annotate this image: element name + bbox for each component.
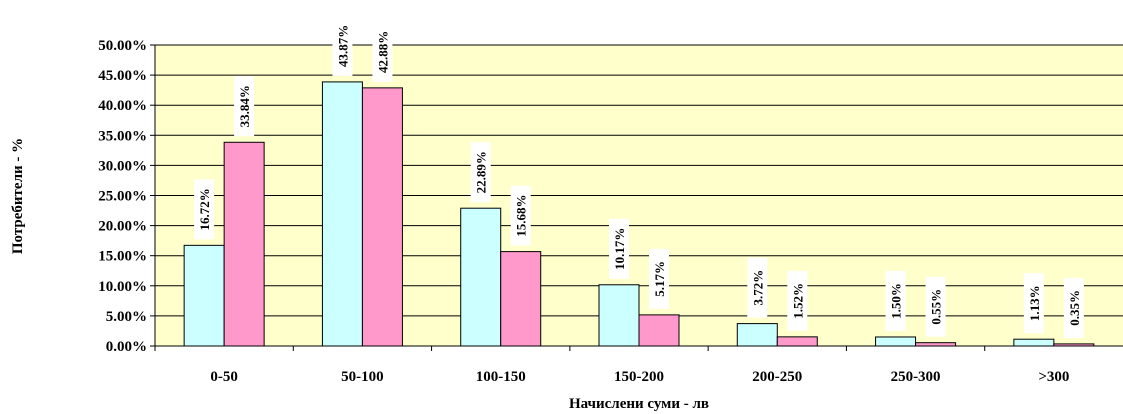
y-tick-label: 15.00% [98, 249, 147, 265]
bars [183, 81, 1095, 347]
data-label: 16.72% [194, 179, 215, 240]
y-tick-label: 45.00% [98, 68, 147, 84]
data-label-background [510, 185, 531, 246]
y-tick-label: 50.00% [98, 38, 147, 54]
data-label-background [925, 276, 946, 337]
data-label: 5.17% [649, 248, 669, 309]
data-label-background [372, 21, 393, 82]
data-label: 15.68% [510, 185, 531, 246]
bar [776, 336, 818, 347]
y-tick-label: 35.00% [98, 128, 147, 144]
x-category-label: 100-150 [476, 369, 526, 385]
bar [361, 87, 403, 347]
data-labels: 16.72% 33.84% 43.87% 42.88% 22.89% 15.68% 10.1… [194, 15, 1084, 338]
data-label: 1.50% [885, 270, 906, 331]
data-label-text: 22.89% [474, 151, 489, 193]
data-label-text: 3.72% [750, 270, 765, 306]
bar [736, 323, 778, 347]
data-label: 42.88% [372, 21, 393, 82]
x-axis-categories: 0-50 50-100 100-150 150-200 200-250 250-300 >3… [154, 346, 1069, 385]
y-axis-ticks: 0.00% 5.00% 10.00% 15.00% 20.00% 25.00% 30.00%… [98, 38, 155, 355]
data-label: 1.13% [1023, 273, 1044, 334]
data-label-text: 1.52% [790, 283, 805, 319]
data-label-text: 33.84% [237, 85, 252, 127]
y-tick-label: 0.00% [106, 339, 147, 355]
data-label-text: 0.35% [1067, 290, 1082, 326]
data-label: 0.55% [925, 276, 946, 337]
y-axis-title: Потребители - % [10, 138, 26, 254]
data-label-background [470, 142, 491, 203]
y-tick-label: 10.00% [98, 279, 147, 295]
data-label: 10.17% [609, 218, 629, 279]
data-label-text: 0.55% [929, 289, 944, 325]
bar [875, 336, 917, 347]
data-label: 1.52% [787, 270, 808, 331]
data-label: 22.89% [470, 142, 491, 203]
bar [183, 244, 225, 347]
data-label-text: 43.87% [335, 25, 350, 67]
bar [321, 81, 363, 347]
x-category-label: 150-200 [614, 369, 664, 385]
x-category-label: 50-100 [341, 369, 384, 385]
y-tick-label: 25.00% [98, 189, 147, 205]
bar [1013, 338, 1055, 347]
data-label: 3.72% [747, 257, 768, 318]
x-category-label: 0-50 [210, 369, 238, 385]
data-label-text: 10.17% [612, 228, 627, 270]
data-label: 43.87% [332, 15, 353, 76]
y-tick-label: 20.00% [98, 219, 147, 235]
data-label-background [1063, 277, 1084, 338]
data-label-text: 1.13% [1027, 285, 1042, 321]
data-label-background [234, 76, 255, 137]
data-label-background [649, 248, 669, 309]
data-label-background [787, 270, 808, 331]
data-label-background [609, 218, 629, 279]
bar [500, 251, 542, 347]
data-label-background [747, 257, 768, 318]
y-tick-label: 30.00% [98, 158, 147, 174]
data-label: 0.35% [1063, 277, 1084, 338]
data-label-text: 16.72% [197, 188, 212, 230]
bar [638, 314, 680, 347]
data-label-background [332, 15, 353, 76]
bar [460, 207, 502, 347]
x-category-label: >300 [1038, 369, 1069, 385]
data-label-text: 42.88% [375, 31, 390, 73]
y-tick-label: 5.00% [106, 309, 147, 325]
bar [223, 141, 265, 347]
data-label-background [1023, 273, 1044, 334]
bar [598, 284, 640, 347]
x-category-label: 250-300 [891, 369, 941, 385]
data-label-text: 5.17% [652, 261, 667, 297]
data-label-text: 1.50% [889, 283, 904, 319]
data-label-text: 15.68% [514, 194, 529, 236]
data-label-background [194, 179, 215, 240]
x-category-label: 200-250 [752, 369, 802, 385]
data-label: 33.84% [234, 76, 255, 137]
x-axis-title: Начислени суми - лв [569, 396, 709, 412]
y-tick-label: 40.00% [98, 98, 147, 114]
data-label-background [885, 270, 906, 331]
